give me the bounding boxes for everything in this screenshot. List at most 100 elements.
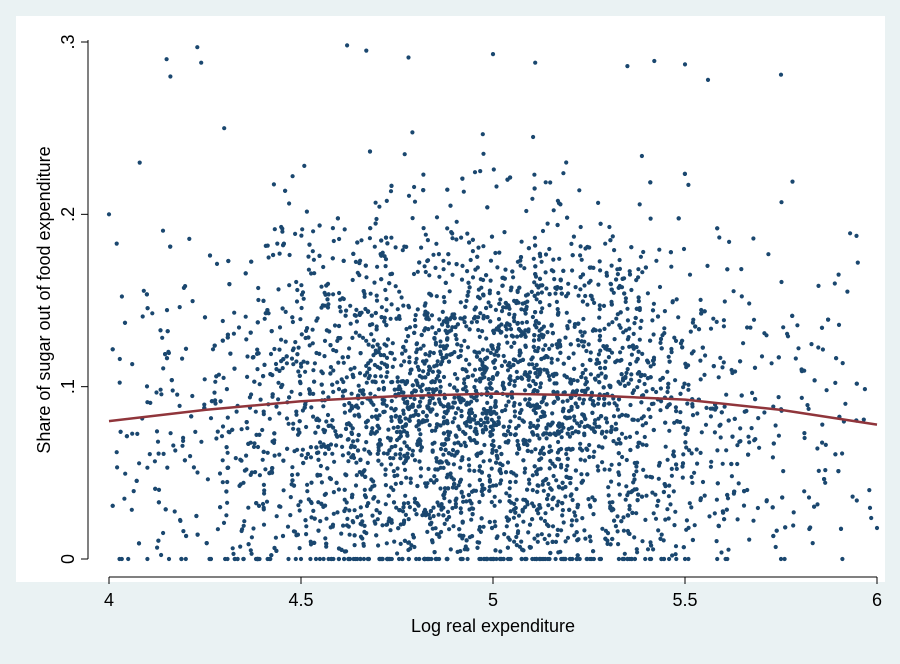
scatter-point	[500, 283, 505, 288]
scatter-point	[540, 445, 546, 450]
scatter-point	[568, 377, 573, 382]
scatter-point	[479, 450, 484, 455]
scatter-point	[293, 340, 298, 345]
scatter-point	[609, 479, 614, 484]
scatter-point	[187, 236, 192, 241]
scatter-point	[309, 271, 314, 276]
scatter-point	[296, 427, 301, 432]
scatter-point	[464, 298, 469, 303]
scatter-point	[293, 231, 298, 236]
scatter-point	[453, 325, 458, 330]
scatter-point	[699, 311, 704, 316]
scatter-point	[674, 409, 679, 414]
scatter-point	[323, 292, 328, 297]
scatter-point	[867, 488, 872, 493]
scatter-point	[391, 456, 396, 461]
scatter-point	[674, 462, 679, 467]
scatter-point	[403, 512, 408, 518]
scatter-point	[164, 308, 170, 313]
scatter-point	[559, 462, 564, 467]
scatter-point	[636, 295, 641, 300]
scatter-point	[573, 401, 578, 406]
scatter-point	[551, 389, 556, 394]
scatter-point	[324, 516, 329, 521]
scatter-point	[279, 337, 284, 342]
scatter-point	[496, 327, 501, 333]
scatter-point	[617, 492, 622, 497]
scatter-point	[456, 440, 461, 445]
scatter-point	[673, 378, 678, 383]
scatter-point	[152, 459, 157, 464]
scatter-point	[669, 350, 674, 355]
scatter-point	[457, 527, 462, 532]
scatter-point	[324, 283, 329, 288]
scatter-point	[395, 425, 400, 430]
scatter-point	[189, 414, 194, 419]
scatter-point	[377, 441, 382, 446]
scatter-point	[501, 353, 506, 359]
scatter-point	[539, 310, 544, 315]
scatter-point	[541, 488, 546, 493]
scatter-point	[270, 392, 275, 397]
scatter-point	[305, 451, 310, 457]
scatter-point	[366, 342, 371, 347]
scatter-point	[624, 370, 629, 375]
scatter-point	[555, 533, 560, 538]
scatter-point	[374, 415, 379, 420]
scatter-point	[169, 378, 174, 383]
scatter-point	[487, 473, 492, 478]
scatter-point	[377, 204, 382, 209]
scatter-point	[654, 389, 659, 395]
scatter-point	[452, 416, 457, 421]
scatter-point	[392, 473, 397, 479]
scatter-point	[572, 322, 578, 327]
scatter-point	[420, 382, 425, 387]
scatter-point	[459, 556, 464, 562]
scatter-point	[735, 517, 740, 522]
scatter-point	[527, 397, 532, 402]
scatter-point	[690, 320, 696, 325]
scatter-point	[748, 325, 753, 330]
scatter-point	[629, 287, 634, 293]
scatter-point	[163, 352, 168, 357]
scatter-point	[499, 322, 504, 327]
scatter-point	[543, 252, 549, 257]
scatter-point	[474, 354, 480, 359]
scatter-point	[418, 346, 423, 351]
scatter-point	[459, 277, 465, 282]
scatter-point	[617, 266, 623, 271]
y-tick-label: .3	[58, 34, 78, 49]
scatter-point	[438, 389, 443, 394]
scatter-point	[628, 361, 633, 367]
scatter-point	[457, 533, 462, 538]
scatter-point	[383, 502, 388, 507]
scatter-point	[642, 373, 647, 378]
scatter-point	[645, 547, 651, 552]
scatter-point	[373, 200, 378, 205]
scatter-point	[575, 378, 580, 383]
scatter-point	[352, 413, 357, 418]
scatter-point	[418, 399, 423, 404]
scatter-point	[379, 277, 384, 282]
scatter-point	[741, 341, 746, 346]
scatter-point	[582, 330, 587, 335]
scatter-point	[410, 402, 415, 407]
scatter-point	[382, 342, 387, 347]
scatter-point	[441, 431, 446, 436]
scatter-point	[378, 374, 384, 379]
scatter-point	[131, 489, 136, 494]
scatter-point	[381, 451, 386, 456]
scatter-point	[538, 385, 543, 390]
scatter-point	[506, 399, 511, 404]
scatter-point	[547, 246, 552, 252]
scatter-point	[347, 401, 352, 406]
scatter-point	[550, 461, 555, 466]
scatter-point	[472, 384, 477, 390]
scatter-point	[208, 556, 213, 562]
scatter-point	[502, 359, 508, 364]
scatter-point	[479, 516, 484, 521]
scatter-point	[363, 306, 368, 312]
scatter-point	[306, 254, 311, 259]
scatter-point	[381, 385, 387, 391]
scatter-point	[410, 130, 415, 135]
